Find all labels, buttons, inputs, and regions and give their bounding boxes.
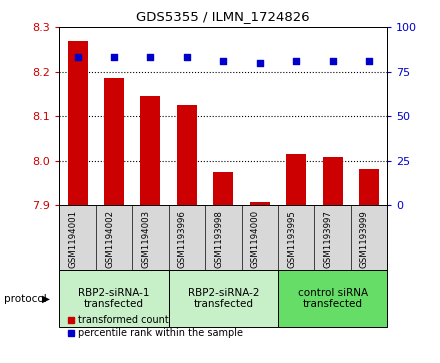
- Point: [220, 58, 227, 64]
- Bar: [359, 169, 379, 205]
- Text: GSM1194001: GSM1194001: [69, 210, 77, 269]
- Text: GSM1194000: GSM1194000: [251, 210, 260, 269]
- Text: GSM1193999: GSM1193999: [360, 210, 369, 268]
- Text: GSM1193995: GSM1193995: [287, 210, 296, 268]
- Bar: [104, 78, 124, 205]
- Text: RBP2-siRNA-1
transfected: RBP2-siRNA-1 transfected: [78, 288, 150, 309]
- Point: [293, 58, 300, 64]
- Bar: [177, 105, 197, 205]
- Point: [74, 54, 81, 60]
- Text: RBP2-siRNA-2
transfected: RBP2-siRNA-2 transfected: [187, 288, 259, 309]
- Text: GSM1193996: GSM1193996: [178, 210, 187, 268]
- Bar: [140, 96, 161, 205]
- Point: [329, 58, 336, 64]
- Point: [366, 58, 373, 64]
- Bar: [286, 154, 306, 205]
- Text: GSM1193997: GSM1193997: [323, 210, 333, 268]
- Bar: [59, 270, 169, 327]
- Legend: transformed count, percentile rank within the sample: transformed count, percentile rank withi…: [64, 311, 247, 342]
- Bar: [68, 41, 88, 205]
- Text: GSM1194002: GSM1194002: [105, 210, 114, 269]
- Point: [256, 60, 263, 66]
- Title: GDS5355 / ILMN_1724826: GDS5355 / ILMN_1724826: [136, 10, 310, 23]
- Bar: [323, 157, 343, 205]
- Bar: [169, 270, 278, 327]
- Text: ▶: ▶: [42, 294, 50, 303]
- Text: GSM1194003: GSM1194003: [141, 210, 150, 269]
- Text: protocol: protocol: [4, 294, 47, 303]
- Bar: [278, 270, 387, 327]
- Text: control siRNA
transfected: control siRNA transfected: [297, 288, 368, 309]
- Point: [183, 54, 191, 60]
- Bar: [213, 172, 233, 205]
- Point: [110, 54, 117, 60]
- Point: [147, 54, 154, 60]
- Bar: [250, 201, 270, 205]
- Text: GSM1193998: GSM1193998: [214, 210, 223, 268]
